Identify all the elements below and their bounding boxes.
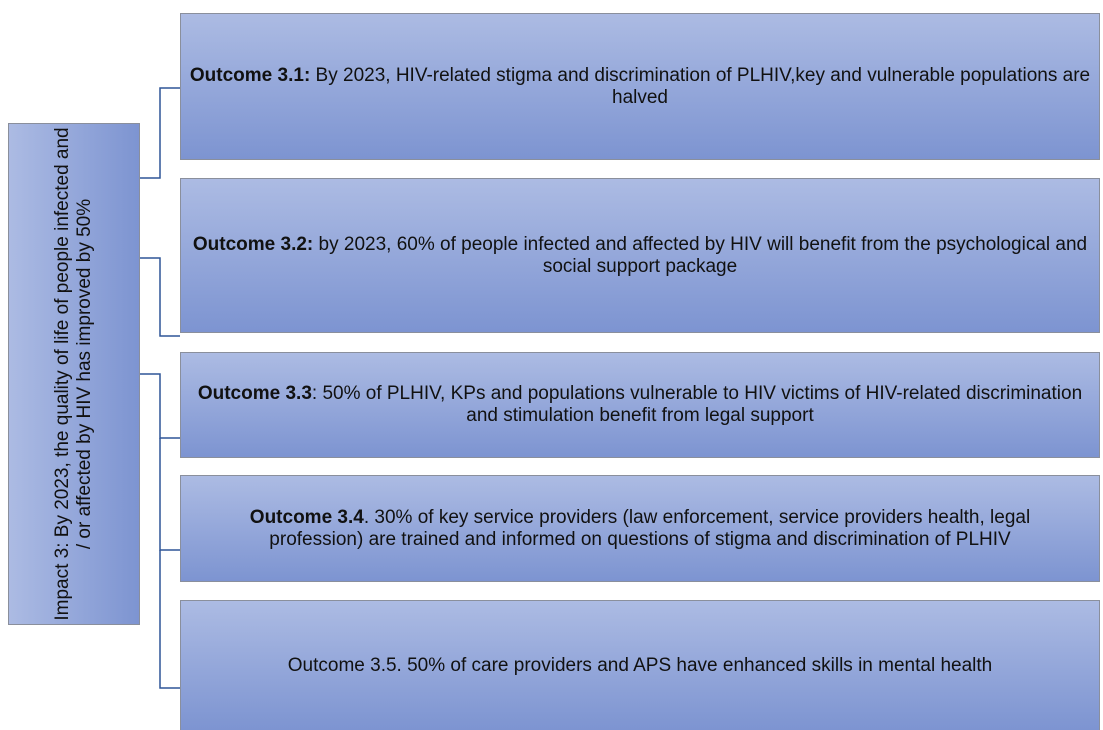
outcome-text: Outcome 3.3: 50% of PLHIV, KPs and popul…: [189, 383, 1091, 427]
outcome-box: Outcome 3.3: 50% of PLHIV, KPs and popul…: [180, 352, 1100, 458]
outcome-box: Outcome 3.2: by 2023, 60% of people infe…: [180, 178, 1100, 333]
outcome-box: Outcome 3.5. 50% of care providers and A…: [180, 600, 1100, 730]
outcome-text: Outcome 3.2: by 2023, 60% of people infe…: [189, 234, 1091, 278]
connector: [140, 87, 180, 179]
connector: [140, 373, 180, 439]
impact-box: Impact 3: By 2023, the quality of life o…: [8, 123, 140, 625]
outcome-box: Outcome 3.1: By 2023, HIV-related stigma…: [180, 13, 1100, 160]
impact-text: Impact 3: By 2023, the quality of life o…: [52, 127, 95, 621]
outcome-label: Outcome 3.1:: [189, 64, 311, 86]
outcome-box: Outcome 3.4. 30% of key service provider…: [180, 475, 1100, 582]
connector: [140, 257, 180, 337]
outcome-text: Outcome 3.4. 30% of key service provider…: [221, 507, 1059, 551]
outcome-body: by 2023, 60% of people infected and affe…: [313, 233, 1088, 277]
connector: [159, 550, 180, 689]
outcome-label: Outcome 3.2:: [192, 233, 314, 255]
outcome-label: Outcome 3.4: [249, 506, 364, 528]
outcome-body: By 2023, HIV-related stigma and discrimi…: [310, 64, 1091, 108]
outcome-text: Outcome 3.1: By 2023, HIV-related stigma…: [189, 65, 1091, 109]
connector: [159, 438, 180, 551]
outcome-body: : 50% of PLHIV, KPs and populations vuln…: [311, 383, 1083, 426]
outcome-label: Outcome 3.3: [197, 383, 312, 404]
outcome-body: . 30% of key service providers (law enfo…: [269, 506, 1031, 550]
outcome-text: Outcome 3.5. 50% of care providers and A…: [287, 654, 993, 676]
